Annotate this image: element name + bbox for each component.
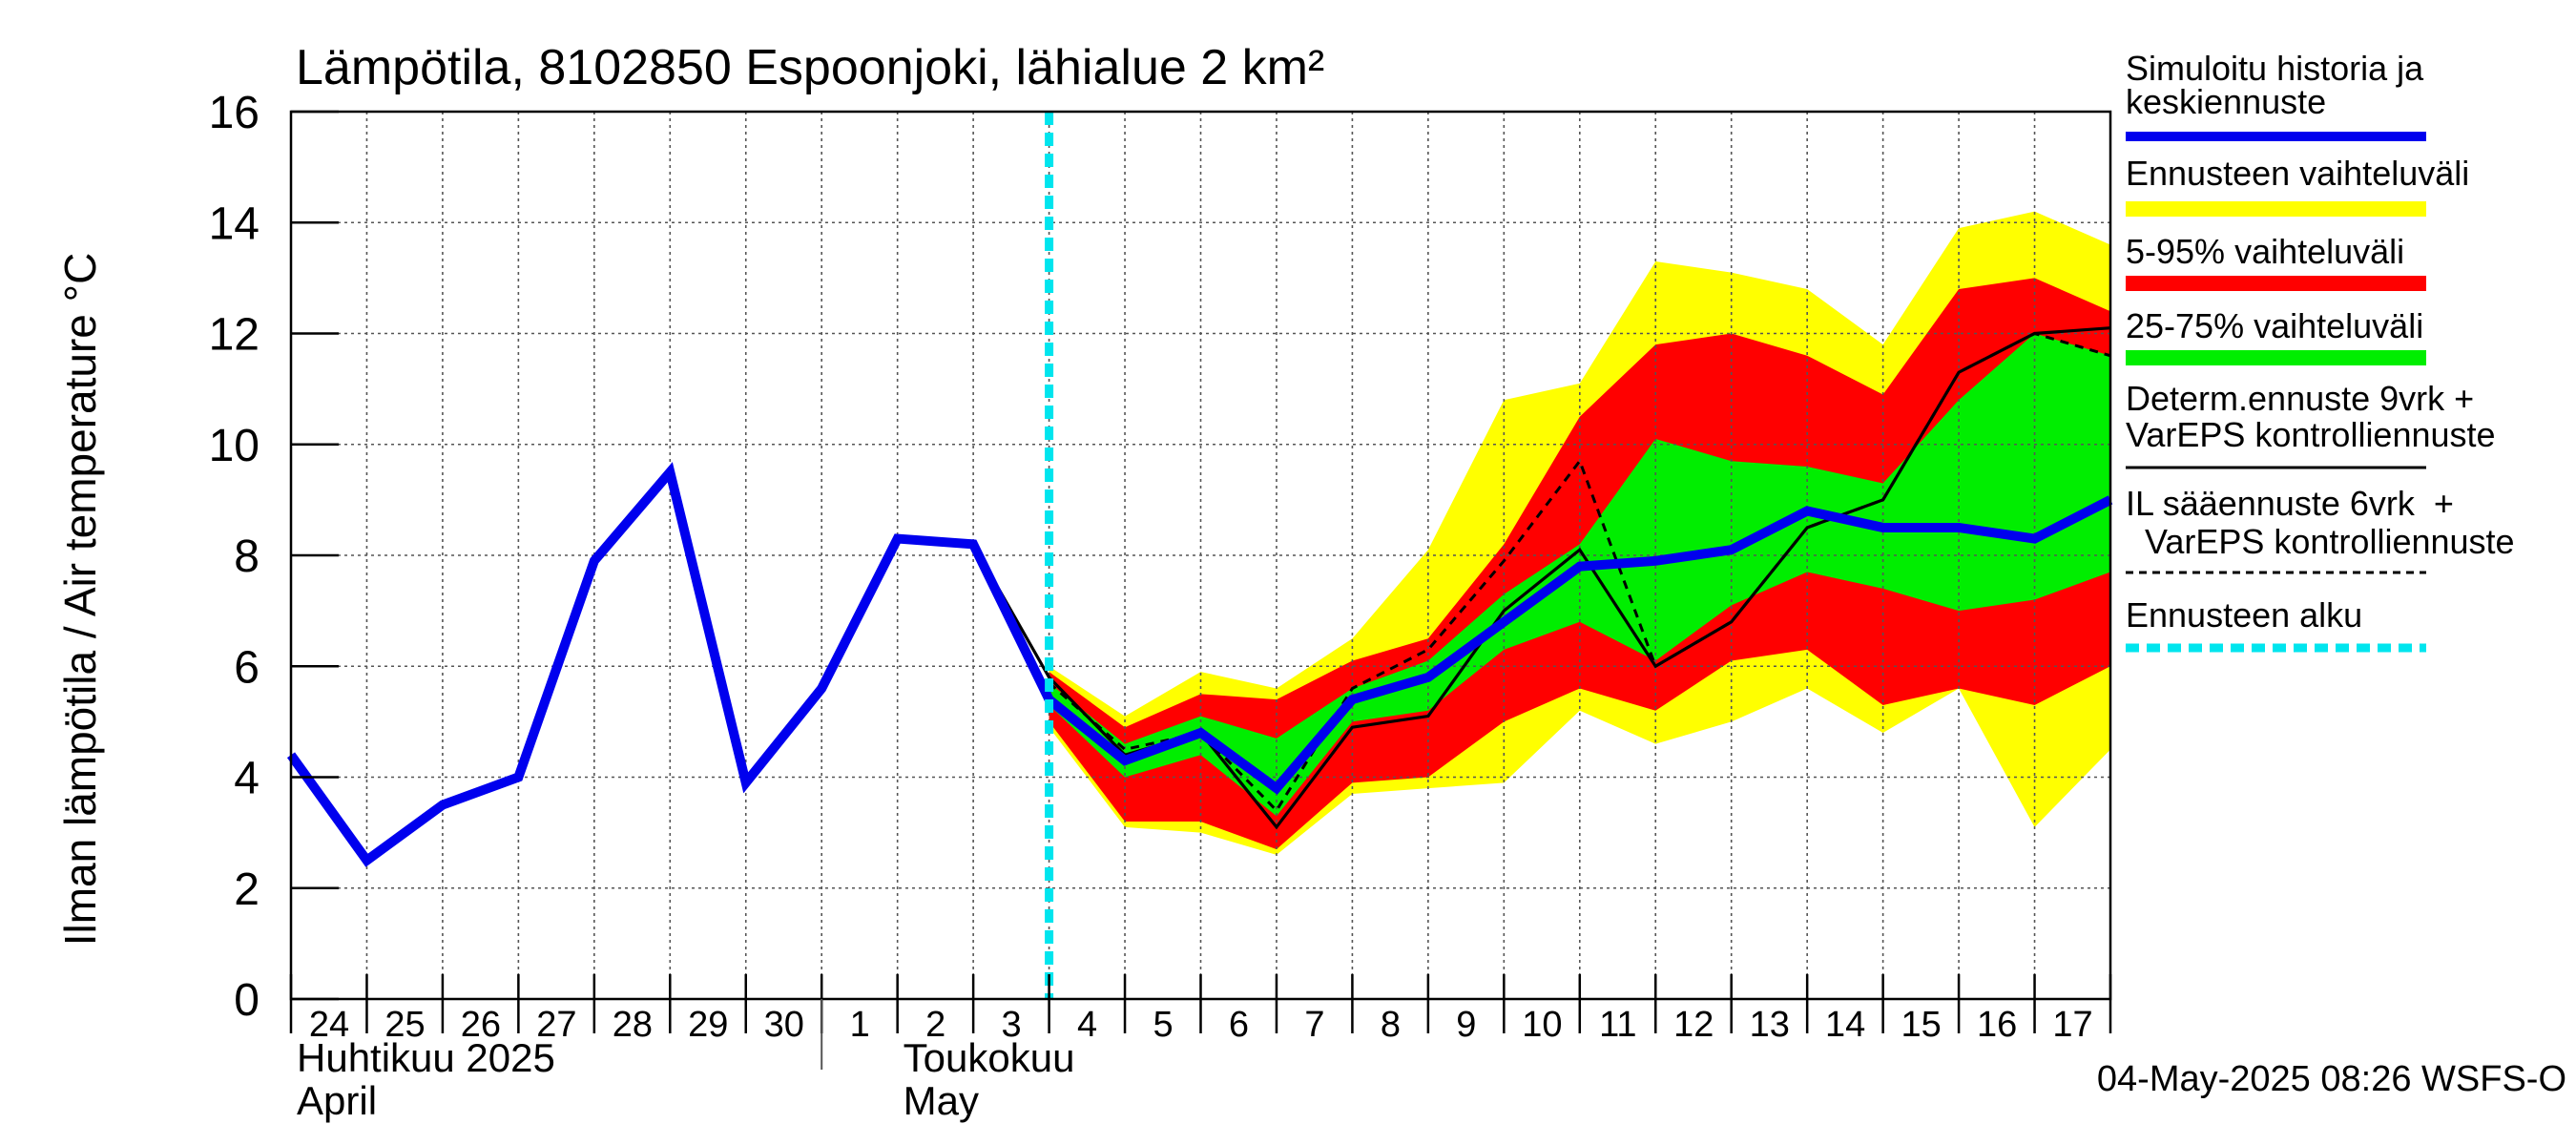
month-label-fi: Toukokuu (904, 1035, 1075, 1080)
month-label-fi: Huhtikuu 2025 (297, 1035, 555, 1080)
x-tick-label: 29 (688, 1005, 728, 1045)
x-tick-label: 13 (1750, 1005, 1790, 1045)
y-axis-label: Ilman lämpötila / Air temperature °C (55, 253, 105, 947)
x-axis: 24 25 26 27 28 29 30 1 2 3 4 5 6 7 8 9 10 11 12 13 14 15 16 17H… (289, 974, 2112, 1123)
legend-label: IL sääennuste 6vrk + (2126, 484, 2454, 523)
x-tick-label: 9 (1456, 1005, 1476, 1045)
y-tick-label: 4 (234, 754, 260, 804)
x-tick-label: 12 (1673, 1005, 1714, 1045)
x-tick-label: 30 (764, 1005, 804, 1045)
x-tick-label: 7 (1304, 1005, 1324, 1045)
y-tick-label: 10 (209, 421, 260, 471)
x-tick-label: 16 (1977, 1005, 2017, 1045)
y-axis: 0 2 4 6 8 10 12 14 16 (209, 88, 339, 1026)
legend-label: VarEPS kontrolliennuste (2126, 522, 2515, 561)
x-tick-label: 3 (1002, 1005, 1022, 1045)
legend-label: 25-75% vaihteluväli (2126, 306, 2423, 345)
timestamp: 04-May-2025 08:26 WSFS-O (2097, 1059, 2566, 1099)
x-tick-label: 24 (309, 1005, 349, 1045)
y-tick-label: 12 (209, 310, 260, 361)
x-tick-label: 4 (1077, 1005, 1097, 1045)
x-tick-label: 10 (1522, 1005, 1562, 1045)
x-tick-label: 1 (850, 1005, 870, 1045)
legend-label: Simuloitu historia ja (2126, 49, 2424, 88)
x-tick-label: 28 (613, 1005, 653, 1045)
series-line-history (286, 462, 2113, 867)
legend-label: keskiennuste (2126, 82, 2326, 121)
legend-label: VarEPS kontrolliennuste (2126, 415, 2496, 454)
y-tick-label: 14 (209, 198, 260, 249)
x-tick-label: 26 (461, 1005, 501, 1045)
x-tick-label: 27 (536, 1005, 576, 1045)
x-tick-label: 25 (384, 1005, 425, 1045)
x-tick-label: 8 (1381, 1005, 1401, 1045)
x-tick-label: 11 (1599, 1005, 1636, 1045)
series-line-deterministic (897, 326, 2111, 830)
y-tick-label: 16 (209, 88, 260, 138)
y-tick-label: 2 (234, 864, 260, 915)
chart-title: Lämpötila, 8102850 Espoonjoki, lähialue … (296, 40, 1324, 95)
y-tick-label: 0 (234, 975, 260, 1026)
y-tick-label: 8 (234, 531, 260, 582)
legend-label: Ennusteen alku (2126, 595, 2362, 635)
legend-label: 5-95% vaihteluväli (2126, 232, 2404, 271)
legend-label: Ennusteen vaihteluväli (2126, 154, 2469, 193)
x-tick-label: 6 (1229, 1005, 1249, 1045)
month-label-en: May (904, 1078, 979, 1123)
y-tick-label: 6 (234, 642, 260, 693)
x-tick-label: 5 (1153, 1005, 1173, 1045)
x-tick-label: 14 (1825, 1005, 1865, 1045)
x-tick-label: 2 (925, 1005, 945, 1045)
series-lines (286, 112, 2113, 999)
x-tick-label: 17 (2052, 1005, 2092, 1045)
month-label-en: April (297, 1078, 377, 1123)
x-tick-label: 15 (1901, 1005, 1941, 1045)
legend-label: Determ.ennuste 9vrk + (2126, 379, 2474, 418)
